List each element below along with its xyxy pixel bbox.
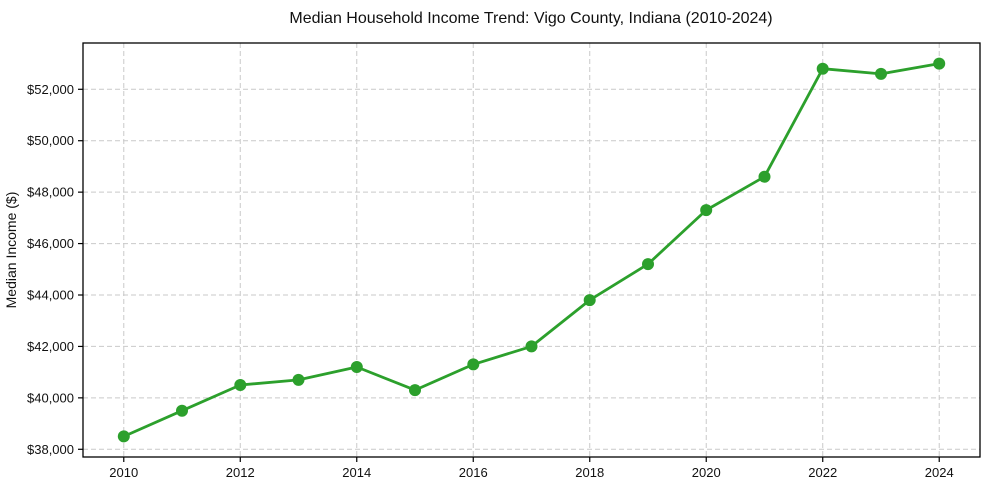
y-tick-label: $44,000	[27, 288, 74, 303]
data-point-2018	[583, 294, 596, 307]
data-point-2014	[350, 361, 363, 373]
y-tick-label: $46,000	[27, 236, 74, 251]
x-tick-label: 2020	[692, 465, 721, 480]
y-tick-label: $48,000	[27, 185, 74, 200]
y-tick-label: $42,000	[27, 339, 74, 354]
x-tick-label: 2022	[808, 465, 837, 480]
y-tick-label: $52,000	[27, 82, 74, 97]
chart-title: Median Household Income Trend: Vigo Coun…	[289, 10, 772, 27]
series-layer	[117, 57, 946, 443]
data-point-2022	[816, 62, 829, 75]
y-tick-label: $50,000	[27, 133, 74, 148]
plot-border	[82, 42, 981, 458]
x-tick-label: 2024	[925, 465, 954, 480]
x-tick-label: 2010	[109, 465, 138, 480]
data-point-2017	[525, 340, 538, 353]
data-point-2011	[176, 404, 188, 417]
x-tick-label: 2018	[575, 465, 604, 480]
x-tick-label: 2016	[459, 465, 488, 480]
data-point-2024	[933, 57, 946, 70]
data-point-2021	[758, 170, 771, 183]
data-point-2020	[700, 204, 713, 217]
y-tick-label: $40,000	[27, 390, 74, 405]
data-point-2012	[234, 379, 247, 391]
data-point-2013	[292, 373, 305, 386]
data-point-2015	[409, 384, 421, 397]
grid-layer	[83, 43, 980, 457]
x-tick-label: 2012	[226, 465, 255, 480]
x-tick-label: 2014	[342, 465, 371, 480]
y-tick-label: $38,000	[27, 442, 74, 457]
y-axis-label: Median Income ($)	[3, 192, 19, 309]
data-point-2016	[467, 358, 480, 371]
data-point-2019	[642, 258, 654, 271]
trend-line	[122, 62, 941, 438]
data-point-2010	[117, 430, 130, 443]
data-point-2023	[875, 67, 887, 80]
tick-layer: $38,000 $40,000 $42,000 $44,000 $46,000 $48,0…	[27, 82, 954, 480]
